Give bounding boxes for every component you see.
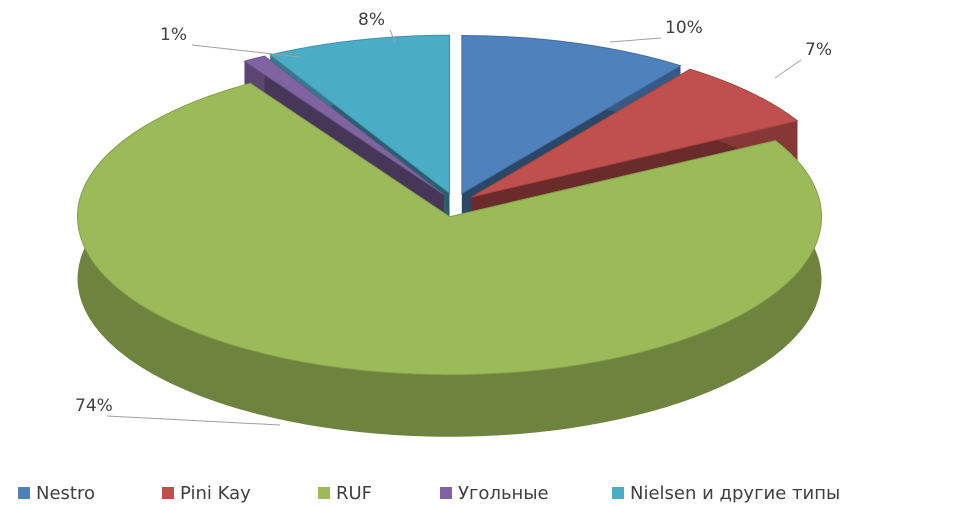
legend-label: Pini Kay — [180, 483, 251, 504]
leader-line — [191, 44, 301, 58]
slice — [77, 82, 822, 437]
data-label: 74% — [75, 396, 113, 416]
leader-line — [774, 59, 802, 79]
data-label: 8% — [358, 10, 385, 30]
legend-swatch — [18, 487, 30, 499]
data-label: 1% — [160, 25, 187, 45]
legend-label: Угольные — [458, 483, 549, 504]
slice — [77, 82, 822, 376]
leader-line — [389, 29, 396, 43]
leader-line — [609, 37, 662, 43]
legend-swatch — [612, 487, 624, 499]
legend-label: Nestro — [36, 483, 95, 504]
data-label: 10% — [665, 18, 703, 38]
legend-label: RUF — [336, 483, 372, 504]
legend-swatch — [440, 487, 452, 499]
slice — [461, 34, 682, 195]
slice — [471, 68, 799, 198]
legend-swatch — [318, 487, 330, 499]
legend-swatch — [162, 487, 174, 499]
slice — [269, 34, 451, 195]
slice — [243, 55, 445, 196]
legend-label: Nielsen и другие типы — [630, 483, 840, 504]
leader-line — [106, 415, 281, 426]
data-label: 7% — [805, 40, 832, 60]
